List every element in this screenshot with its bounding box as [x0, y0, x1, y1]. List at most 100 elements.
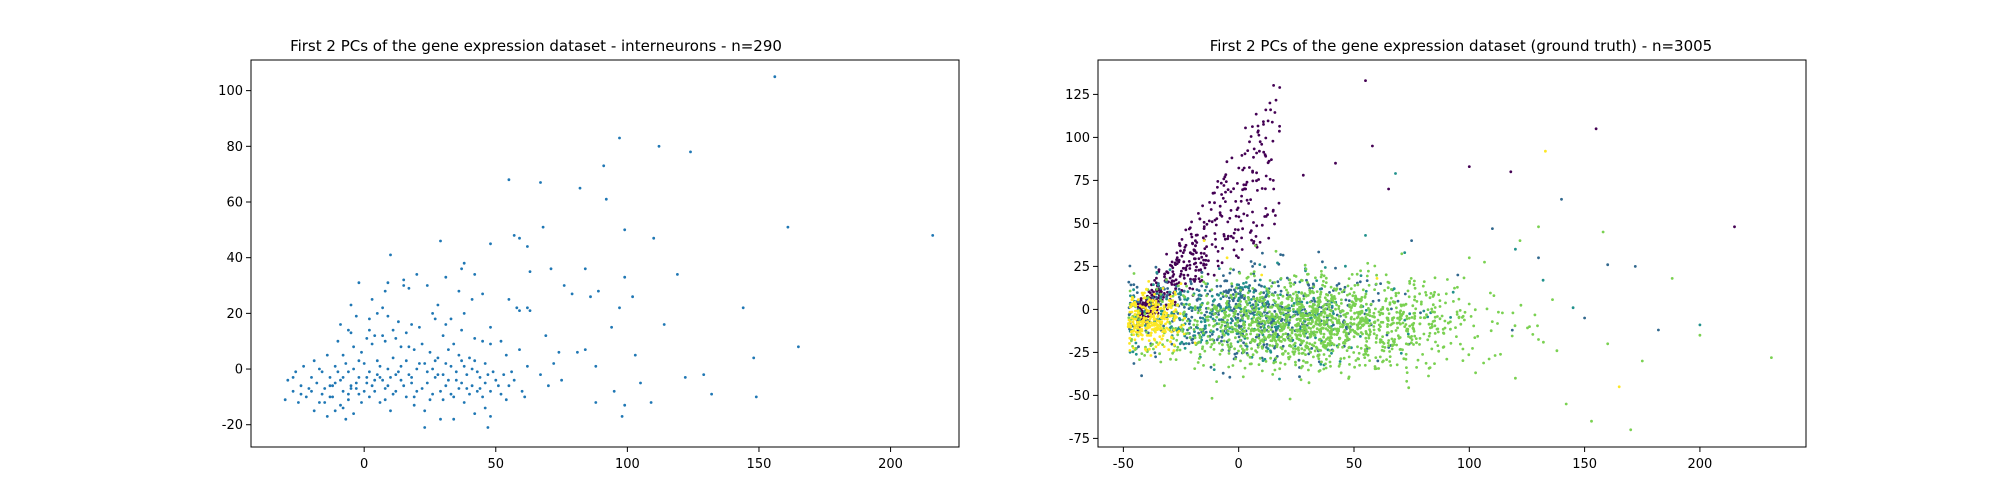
- scatter-point: [1254, 289, 1258, 293]
- scatter-point: [1158, 307, 1162, 311]
- scatter-point: [1220, 320, 1224, 324]
- scatter-point: [375, 359, 379, 363]
- scatter-point: [1197, 289, 1201, 292]
- scatter-point: [1143, 324, 1147, 327]
- scatter-point: [1159, 303, 1163, 306]
- scatter-point: [1272, 294, 1275, 297]
- scatter-point: [397, 320, 400, 324]
- scatter-point: [507, 178, 511, 182]
- scatter-point: [1268, 279, 1272, 282]
- scatter-point: [389, 253, 392, 257]
- scatter-point: [1299, 334, 1302, 338]
- scatter-point: [1487, 357, 1491, 361]
- scatter-point: [1172, 328, 1176, 332]
- scatter-point: [1241, 329, 1245, 333]
- scatter-point: [1331, 349, 1335, 353]
- scatter-point: [1462, 276, 1466, 280]
- scatter-point: [1273, 281, 1277, 284]
- scatter-point: [1345, 339, 1348, 342]
- scatter-point: [1403, 292, 1407, 296]
- scatter-point: [1192, 328, 1196, 331]
- scatter-point: [1132, 288, 1135, 292]
- scatter-point: [1198, 333, 1202, 337]
- scatter-point: [299, 392, 303, 396]
- scatter-point: [1314, 336, 1317, 340]
- scatter-point: [1329, 364, 1332, 368]
- scatter-point: [1328, 291, 1331, 294]
- scatter-point: [1301, 312, 1305, 315]
- scatter-point: [1194, 269, 1198, 272]
- scatter-point: [1146, 296, 1150, 299]
- scatter-point: [1251, 179, 1255, 183]
- scatter-point: [1394, 291, 1398, 295]
- scatter-point: [1256, 129, 1260, 133]
- scatter-point: [1179, 325, 1182, 329]
- scatter-point: [1221, 292, 1225, 296]
- scatter-point: [1181, 266, 1185, 270]
- scatter-point: [436, 356, 440, 360]
- scatter-point: [1267, 326, 1270, 329]
- scatter-point: [1350, 306, 1353, 309]
- scatter-point: [1191, 252, 1195, 256]
- scatter-point: [1236, 312, 1240, 316]
- scatter-point: [1509, 170, 1513, 174]
- scatter-point: [1172, 349, 1176, 352]
- scatter-point: [1223, 313, 1227, 316]
- scatter-point: [1410, 341, 1413, 345]
- scatter-point: [1250, 305, 1254, 309]
- scatter-point: [1274, 300, 1277, 304]
- scatter-point: [1162, 295, 1165, 299]
- scatter-point: [1428, 331, 1432, 335]
- scatter-point: [1140, 329, 1144, 333]
- scatter-point: [457, 289, 461, 293]
- scatter-point: [1413, 317, 1416, 320]
- scatter-point: [1320, 269, 1323, 273]
- scatter-point: [1210, 288, 1214, 292]
- scatter-point: [423, 409, 427, 413]
- scatter-point: [1419, 311, 1422, 315]
- scatter-point: [1437, 293, 1440, 296]
- scatter-point: [1136, 311, 1140, 315]
- scatter-point: [1250, 298, 1253, 301]
- scatter-point: [1132, 333, 1136, 336]
- scatter-point: [1152, 313, 1156, 317]
- scatter-point: [1282, 324, 1285, 328]
- scatter-point: [1312, 344, 1316, 348]
- scatter-point: [1387, 344, 1391, 348]
- scatter-point: [1629, 428, 1633, 432]
- scatter-point: [1196, 326, 1199, 330]
- scatter-point: [341, 406, 345, 410]
- scatter-point: [1263, 357, 1267, 361]
- scatter-point: [1263, 265, 1267, 269]
- scatter-point: [352, 412, 355, 415]
- scatter-point: [1426, 338, 1430, 342]
- scatter-point: [1349, 309, 1353, 312]
- scatter-point: [1254, 301, 1258, 305]
- scatter-point: [1332, 343, 1336, 347]
- scatter-point: [431, 367, 434, 371]
- scatter-point: [1284, 319, 1288, 323]
- scatter-point: [1174, 358, 1178, 361]
- scatter-point: [462, 401, 466, 404]
- scatter-point: [1296, 329, 1300, 332]
- scatter-point: [1410, 239, 1413, 243]
- scatter-point: [423, 362, 427, 365]
- scatter-point: [1304, 361, 1308, 364]
- scatter-point: [1356, 297, 1359, 301]
- scatter-point: [1272, 319, 1276, 323]
- scatter-point: [1251, 170, 1254, 174]
- scatter-point: [1288, 295, 1292, 298]
- scatter-point: [1424, 291, 1427, 294]
- scatter-point: [1239, 219, 1243, 223]
- y-tick-label: 0: [235, 363, 243, 378]
- scatter-point: [1151, 302, 1155, 306]
- scatter-point: [1352, 317, 1356, 321]
- scatter-point: [1327, 305, 1331, 309]
- scatter-point: [1346, 284, 1350, 288]
- scatter-point: [1322, 367, 1326, 371]
- scatter-point: [1404, 352, 1408, 356]
- scatter-point: [1329, 308, 1333, 312]
- scatter-point: [1378, 340, 1382, 344]
- scatter-point: [1336, 331, 1340, 335]
- scatter-point: [504, 353, 508, 357]
